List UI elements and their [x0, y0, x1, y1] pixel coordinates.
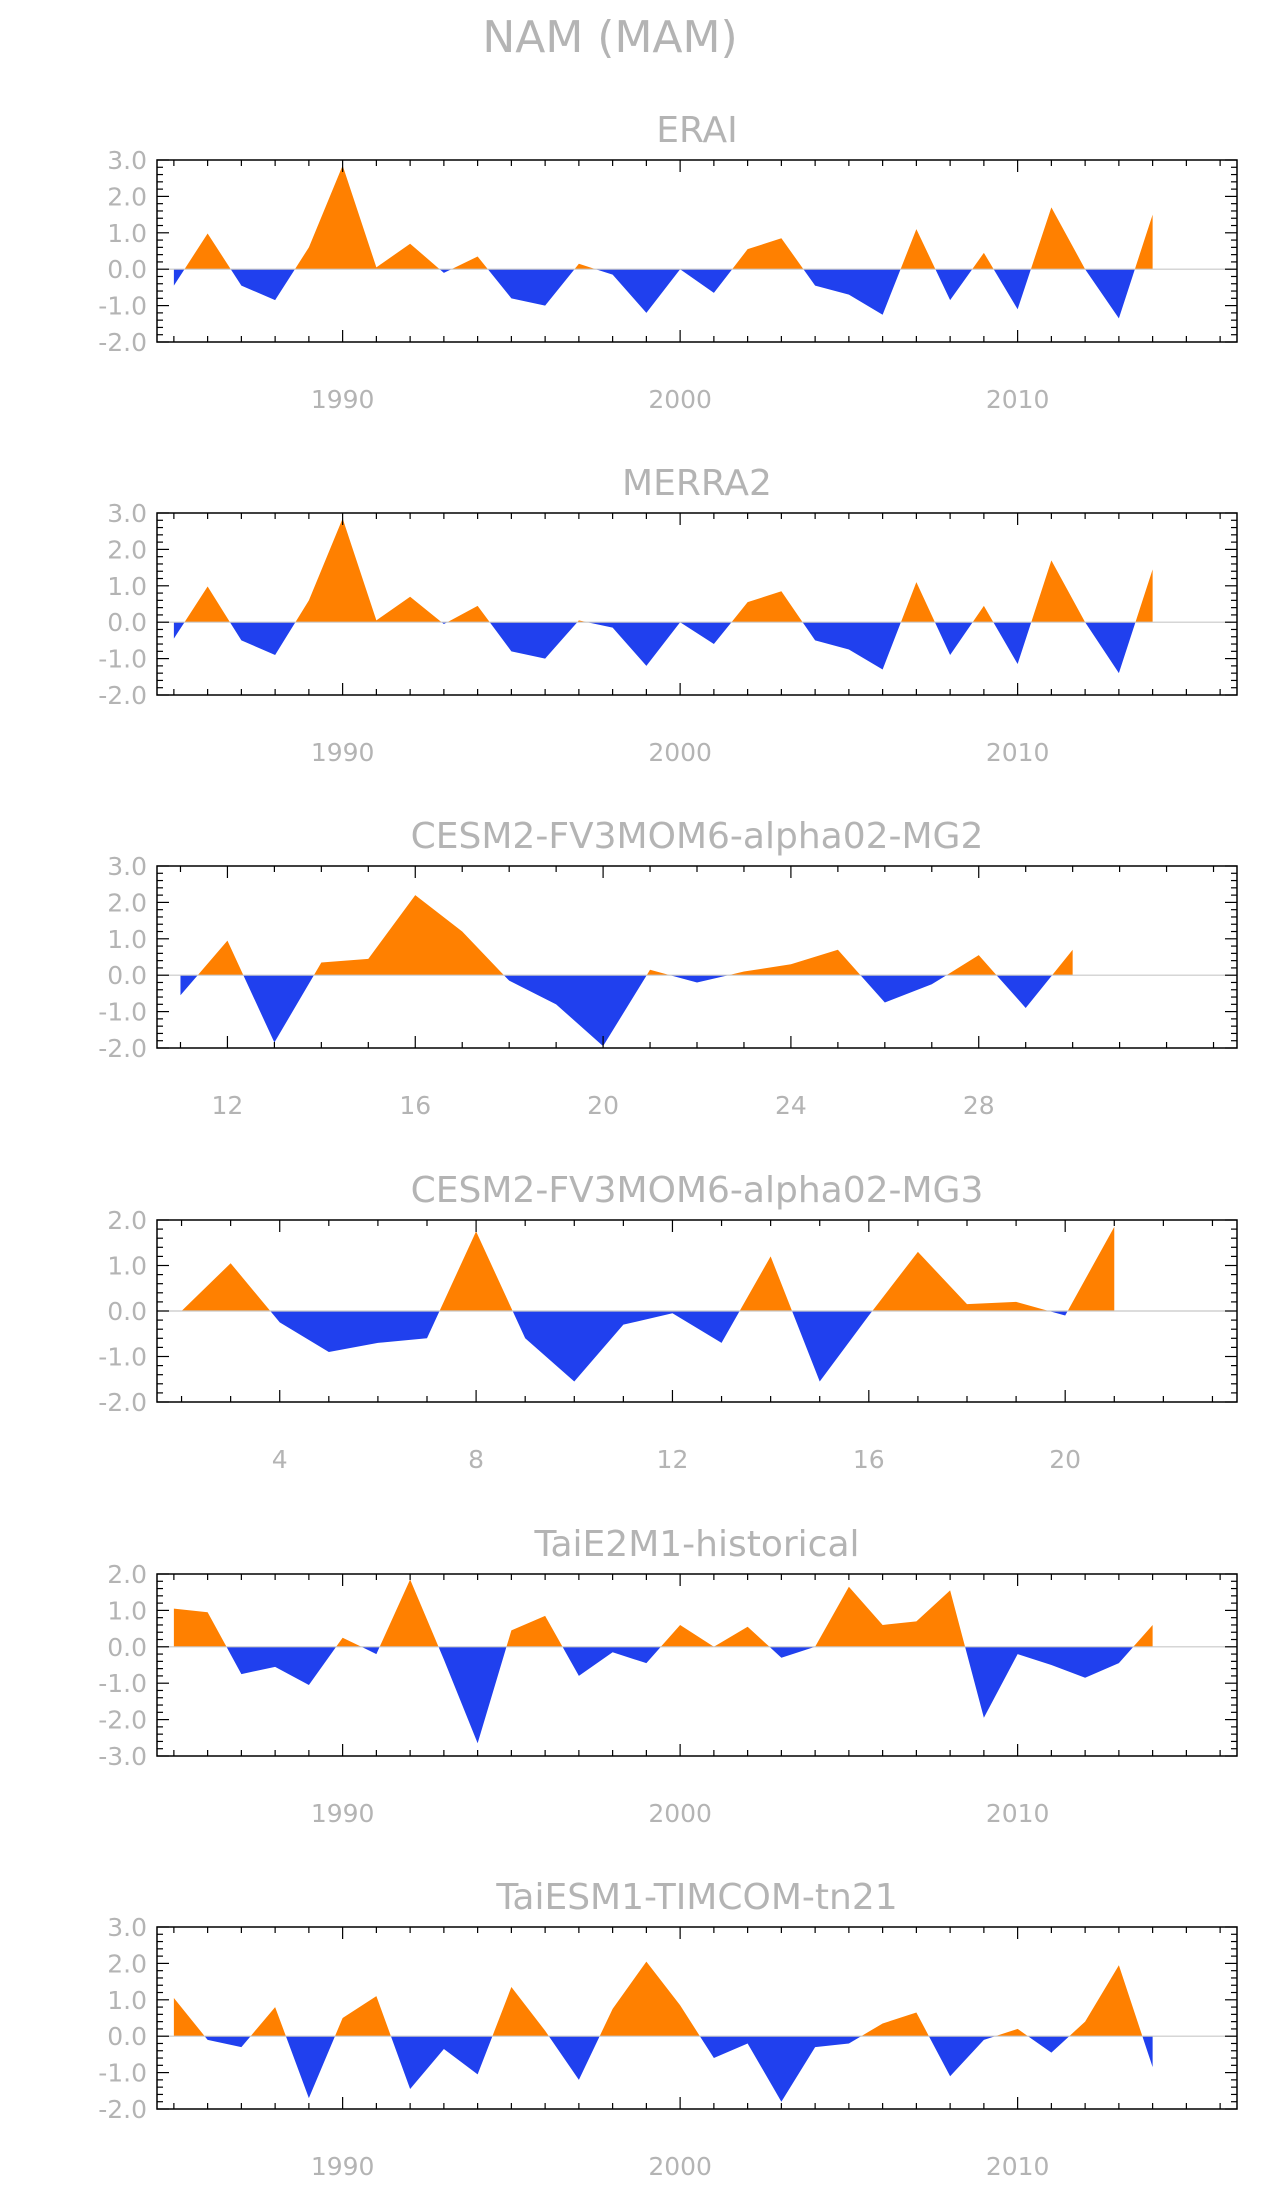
x-tick-label: 2000 — [648, 2152, 712, 2181]
x-tick-label: 2010 — [986, 738, 1050, 767]
x-tick-label: 24 — [775, 1091, 807, 1120]
x-tick-label: 28 — [963, 1091, 995, 1120]
x-tick-label: 1990 — [311, 738, 375, 767]
y-tick-label: -1.0 — [98, 645, 147, 674]
y-tick-label: -3.0 — [98, 1742, 147, 1771]
x-tick-label: 4 — [272, 1445, 288, 1474]
y-tick-label: -2.0 — [98, 2095, 147, 2124]
y-tick-label: 0.0 — [107, 1633, 147, 1662]
y-tick-label: 0.0 — [107, 1297, 147, 1326]
y-tick-label: 3.0 — [107, 1913, 147, 1942]
positive-anomaly-fill — [197, 895, 1073, 976]
negative-anomaly-fill — [180, 975, 1073, 1047]
x-tick-label: 1990 — [311, 2152, 375, 2181]
x-tick-label: 12 — [657, 1445, 689, 1474]
x-tick-label: 20 — [1049, 1445, 1081, 1474]
y-tick-label: 3.0 — [107, 499, 147, 528]
plot-frame — [156, 159, 1238, 343]
panel-title: ERAI — [656, 110, 738, 151]
positive-anomaly-fill — [173, 1961, 1153, 2037]
chart-panel-4: CESM2-FV3MOM6-alpha02-MG3 2.0 1.0 0.0 -1.0 -2… — [98, 1170, 1238, 1474]
x-tick-label: 20 — [587, 1091, 619, 1120]
y-tick-label: -1.0 — [98, 1343, 147, 1372]
positive-anomaly-fill — [181, 1226, 1115, 1311]
y-tick-label: 1.0 — [107, 572, 147, 601]
x-tick-label: 2010 — [986, 2152, 1050, 2181]
y-tick-label: 2.0 — [107, 888, 147, 917]
x-tick-label: 2000 — [648, 385, 712, 414]
y-tick-label: 2.0 — [107, 535, 147, 564]
panel-title: TaiE2M1-historical — [533, 1524, 859, 1565]
y-tick-label: 1.0 — [107, 219, 147, 248]
x-tick-label: 16 — [853, 1445, 885, 1474]
plot-frame — [156, 1573, 1238, 1757]
negative-anomaly-fill — [173, 1646, 1153, 1744]
y-tick-label: 0.0 — [107, 961, 147, 990]
negative-anomaly-fill — [173, 2036, 1153, 2102]
x-tick-label: 12 — [212, 1091, 244, 1120]
plot-frame — [156, 1926, 1238, 2110]
x-tick-label: 2000 — [648, 738, 712, 767]
y-tick-label: -1.0 — [98, 2059, 147, 2088]
y-tick-label: 2.0 — [107, 182, 147, 211]
plot-frame — [156, 865, 1238, 1049]
chart-panel-3: CESM2-FV3MOM6-alpha02-MG2 3.0 2.0 1.0 0.0 -1.… — [98, 816, 1238, 1120]
y-tick-label: -2.0 — [98, 1388, 147, 1417]
x-tick-label: 8 — [468, 1445, 484, 1474]
x-tick-label: 2000 — [648, 1799, 712, 1828]
x-tick-label: 2010 — [986, 1799, 1050, 1828]
y-tick-label: 1.0 — [107, 1986, 147, 2015]
y-tick-label: -2.0 — [98, 328, 147, 357]
y-tick-label: 2.0 — [107, 1206, 147, 1235]
y-tick-label: -1.0 — [98, 1669, 147, 1698]
y-tick-label: 1.0 — [107, 925, 147, 954]
panel-title: CESM2-FV3MOM6-alpha02-MG2 — [411, 816, 984, 857]
panel-title: TaiESM1-TIMCOM-tn21 — [495, 1877, 897, 1918]
positive-anomaly-fill — [184, 165, 1153, 270]
y-tick-label: 2.0 — [107, 1560, 147, 1589]
x-tick-label: 2010 — [986, 385, 1050, 414]
negative-anomaly-fill — [173, 269, 1153, 319]
y-tick-label: 0.0 — [107, 608, 147, 637]
x-tick-label: 1990 — [311, 385, 375, 414]
y-tick-label: 0.0 — [107, 255, 147, 284]
panel-title: MERRA2 — [622, 463, 772, 504]
chart-panel-1: ERAI 3.0 2.0 1.0 0.0 -1.0 -2.0 1990 2000 2010 — [98, 110, 1238, 414]
x-tick-label: 16 — [399, 1091, 431, 1120]
y-tick-label: 0.0 — [107, 2022, 147, 2051]
y-tick-label: 3.0 — [107, 852, 147, 881]
plot-frame — [156, 512, 1238, 696]
negative-anomaly-fill — [181, 1311, 1115, 1382]
y-tick-label: -2.0 — [98, 681, 147, 710]
chart-panel-6: TaiESM1-TIMCOM-tn21 3.0 2.0 1.0 0.0 -1.0 -2.0 1… — [98, 1877, 1238, 2181]
x-tick-label: 1990 — [311, 1799, 375, 1828]
y-tick-label: 1.0 — [107, 1596, 147, 1625]
y-tick-label: -2.0 — [98, 1034, 147, 1063]
y-tick-label: -1.0 — [98, 998, 147, 1027]
chart-panel-5: TaiE2M1-historical 2.0 1.0 0.0 -1.0 -2.0 -3.0 1… — [98, 1524, 1238, 1828]
positive-anomaly-fill — [173, 1579, 1153, 1647]
y-tick-label: -2.0 — [98, 1706, 147, 1735]
chart-panel-2: MERRA2 3.0 2.0 1.0 0.0 -1.0 -2.0 1990 2000 2010 — [98, 463, 1238, 767]
y-tick-label: 1.0 — [107, 1252, 147, 1281]
negative-anomaly-fill — [173, 622, 1153, 674]
y-tick-label: -1.0 — [98, 292, 147, 321]
y-tick-label: 3.0 — [107, 146, 147, 175]
figure-title: NAM (MAM) — [482, 12, 737, 63]
y-tick-label: 2.0 — [107, 1949, 147, 1978]
panel-title: CESM2-FV3MOM6-alpha02-MG3 — [411, 1170, 984, 1211]
positive-anomaly-fill — [184, 518, 1153, 623]
